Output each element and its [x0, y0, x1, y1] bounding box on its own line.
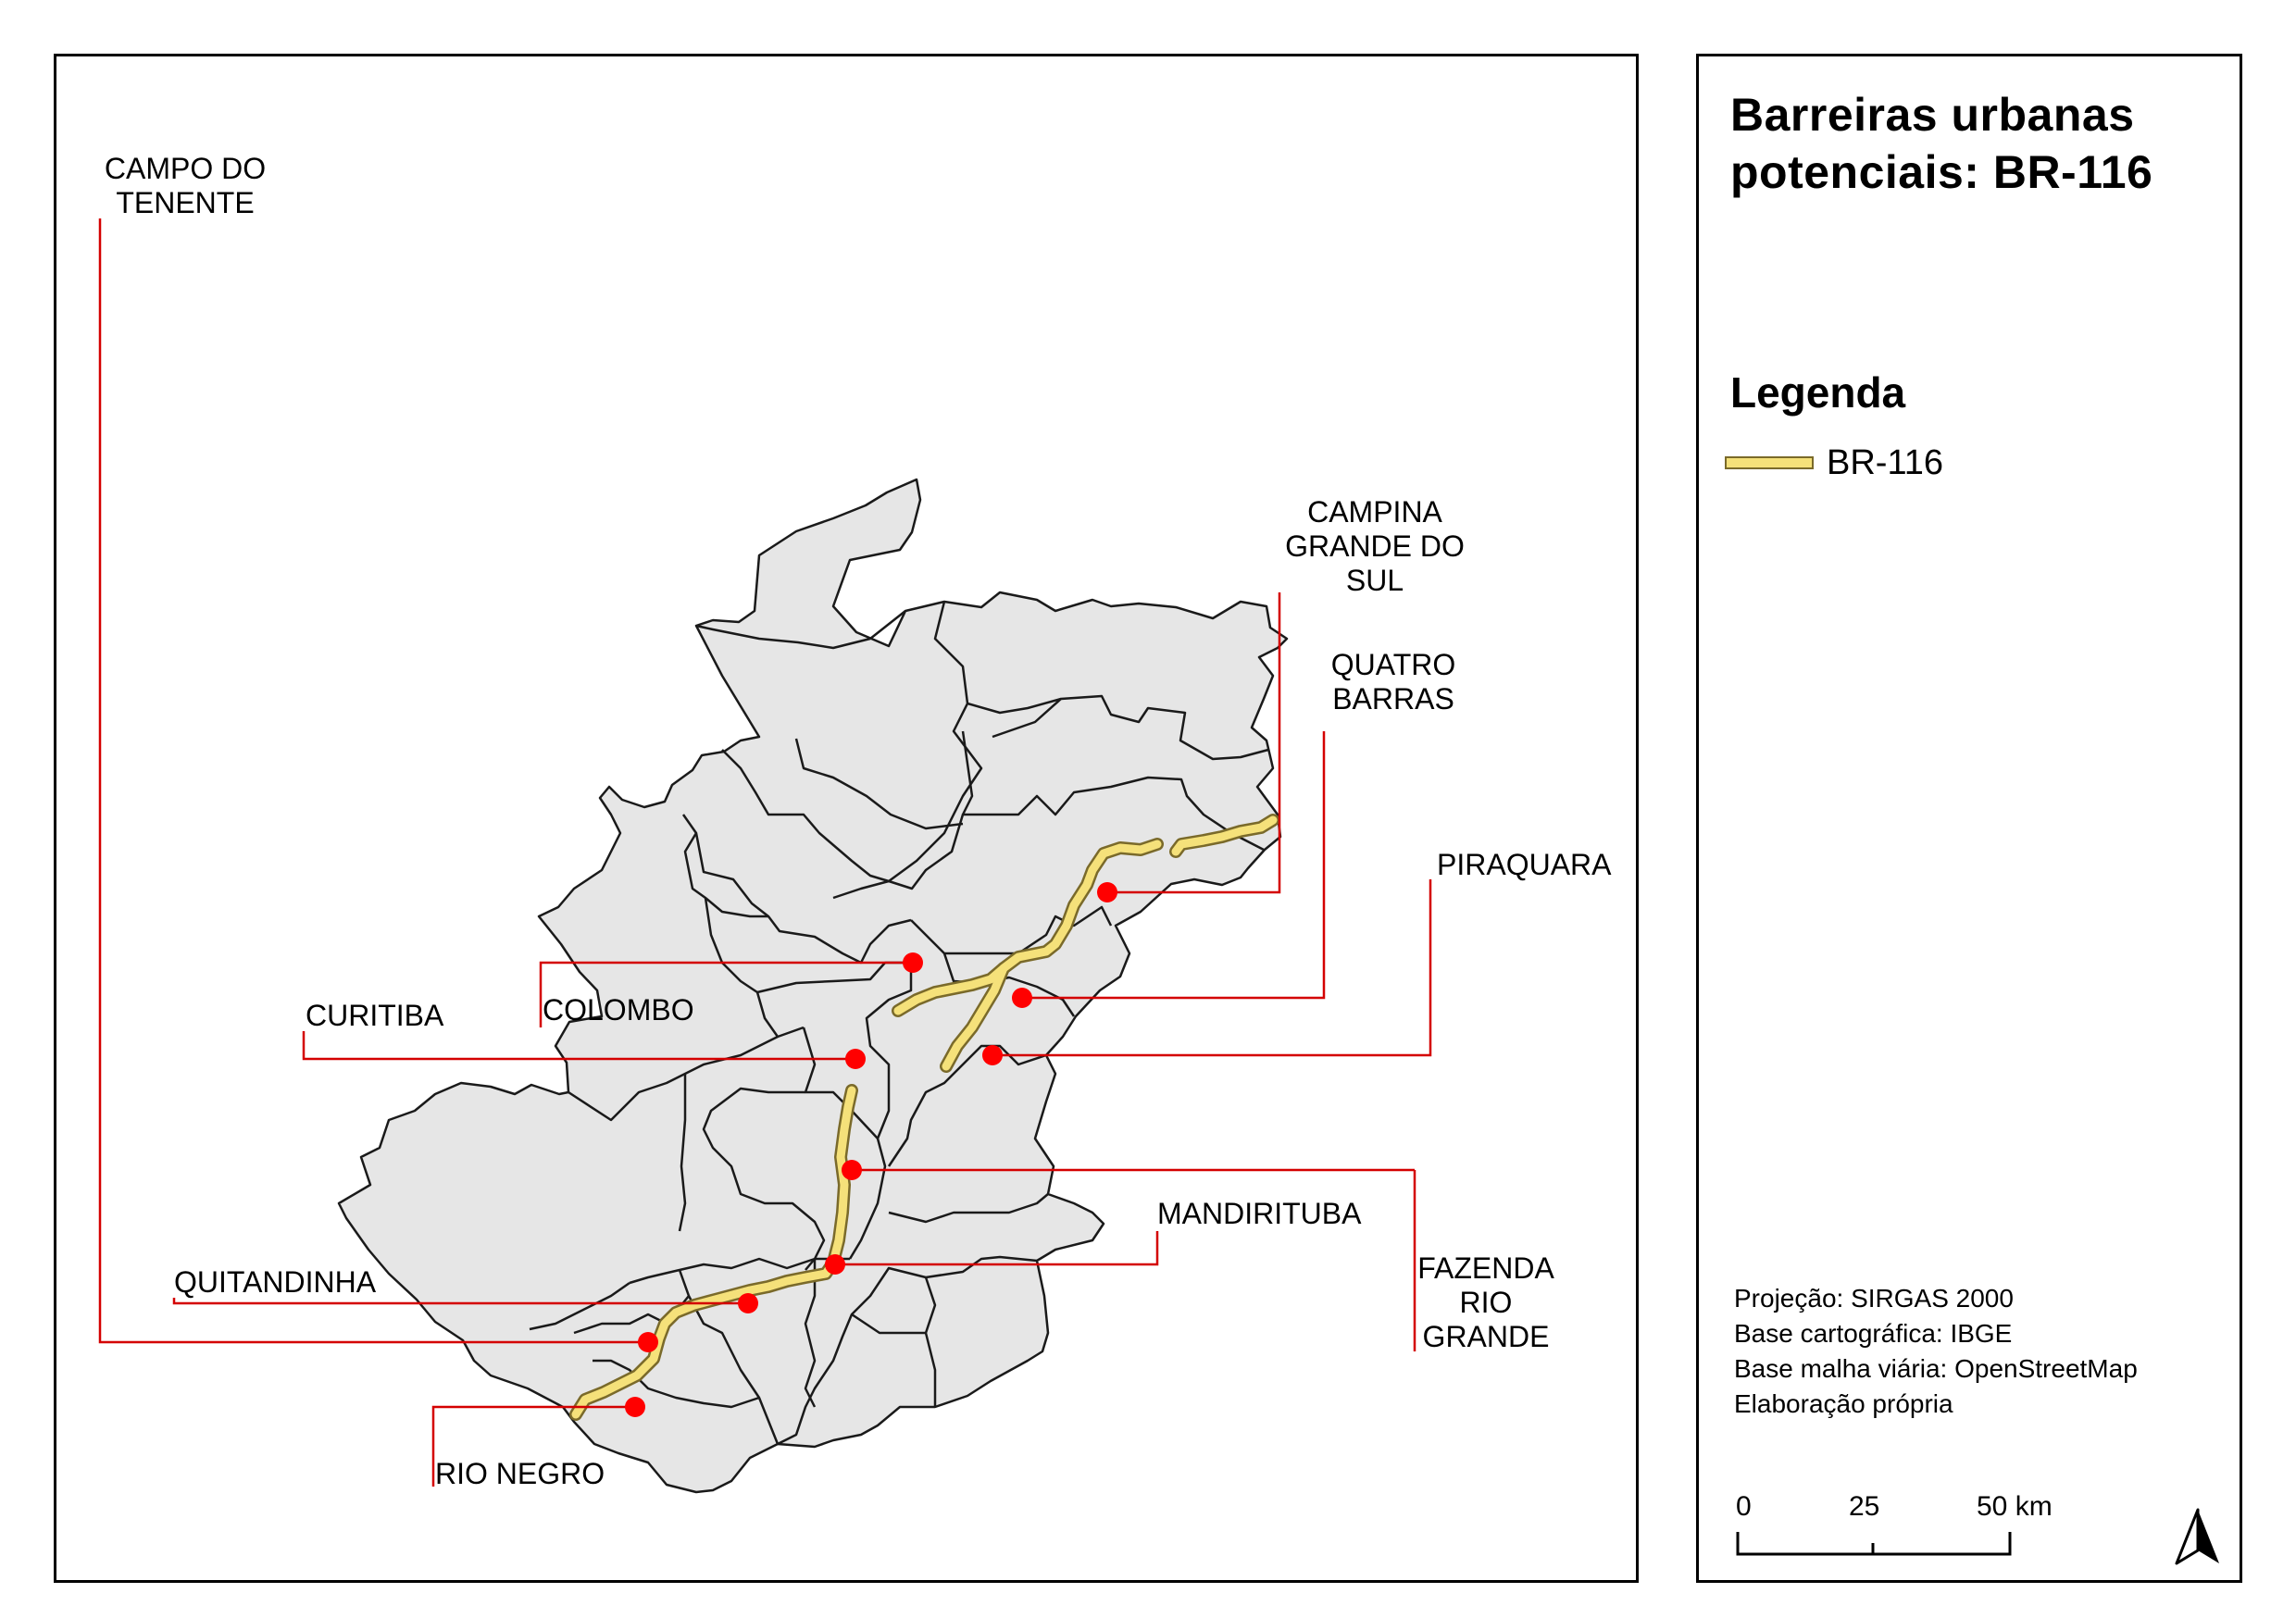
label-line: SUL	[1345, 564, 1404, 597]
leader-line	[835, 1231, 1159, 1266]
label-campina-grande-do-sul: CAMPINA GRANDE DO SUL	[1278, 495, 1472, 598]
label-quitandinha: QUITANDINHA	[174, 1265, 376, 1300]
credit-projection: Projeção: SIRGAS 2000	[1734, 1284, 2014, 1313]
label-line: CAMPO DO	[104, 152, 267, 185]
urban-point-marker	[903, 952, 923, 973]
legend-label-br-116: BR-116	[1827, 443, 1944, 482]
highway-segment	[571, 1086, 856, 1419]
leader-line	[1022, 731, 1326, 1000]
label-line: PIRAQUARA	[1437, 848, 1612, 881]
urban-point-marker	[738, 1293, 758, 1313]
label-mandirituba: MANDIRITUBA	[1157, 1197, 1361, 1231]
scale-bar	[1736, 1532, 2012, 1556]
municipalities-layer	[337, 478, 1289, 1494]
label-line: GRANDE	[1422, 1320, 1550, 1353]
leader-line	[992, 879, 1432, 1057]
leader-line	[302, 1031, 855, 1061]
br-116-highway	[569, 814, 1279, 1421]
label-line: COLOMBO	[543, 993, 694, 1027]
label-line: RIO	[1459, 1286, 1513, 1319]
scale-tick-50: 50 km	[1977, 1491, 2053, 1522]
urban-point-marker	[638, 1332, 658, 1352]
leader-line	[852, 1168, 1416, 1351]
credit-base-cartographic: Base cartográfica: IBGE	[1734, 1319, 2013, 1348]
scale-tick-25: 25	[1849, 1491, 1880, 1522]
scale-tick-0: 0	[1736, 1491, 1752, 1522]
label-line: MANDIRITUBA	[1157, 1197, 1362, 1230]
label-line: QUITANDINHA	[174, 1265, 377, 1299]
region-outline	[337, 478, 1289, 1494]
north-arrow-icon	[2175, 1508, 2219, 1565]
leader-lines	[98, 218, 1432, 1487]
urban-point-marker	[1012, 988, 1032, 1008]
credit-authorship: Elaboração própria	[1734, 1389, 1953, 1418]
label-rio-negro: RIO NEGRO	[435, 1457, 605, 1491]
label-piraquara: PIRAQUARA	[1437, 848, 1611, 882]
legend-swatch-br-116	[1725, 456, 1814, 469]
label-line: RIO NEGRO	[435, 1457, 605, 1490]
credit-base-roads: Base malha viária: OpenStreetMap	[1734, 1354, 2138, 1383]
urban-point-marker	[845, 1049, 866, 1069]
leader-line	[539, 961, 913, 1027]
urban-points	[625, 882, 1117, 1417]
label-campo-do-tenente: CAMPO DO TENENTE	[93, 152, 278, 220]
urban-point-marker	[982, 1045, 1003, 1065]
urban-point-marker	[1097, 882, 1117, 902]
leader-line	[172, 1298, 748, 1305]
urban-point-marker	[825, 1254, 845, 1275]
label-line: TENENTE	[116, 186, 255, 219]
label-line: FAZENDA	[1417, 1251, 1554, 1285]
legend-title: Legenda	[1730, 368, 1906, 417]
label-line: CURITIBA	[306, 999, 444, 1032]
highway-segment	[1171, 815, 1278, 856]
label-fazenda-rio-grande: FAZENDA RIO GRANDE	[1407, 1251, 1565, 1354]
label-line: CAMPINA	[1307, 495, 1442, 529]
side-panel: Barreiras urbanas potenciais: BR-116 Leg…	[1696, 54, 2242, 1583]
label-line: GRANDE DO	[1285, 529, 1465, 563]
label-line: BARRAS	[1332, 682, 1454, 716]
highway-segment	[893, 840, 1162, 1015]
map-title-line-1: Barreiras urbanas	[1730, 89, 2135, 141]
highway-segment	[942, 964, 1008, 1071]
leader-line	[431, 1405, 635, 1487]
urban-point-marker	[625, 1397, 645, 1417]
map-title-line-2: potenciais: BR-116	[1730, 146, 2153, 198]
label-quatro-barras: QUATRO BARRAS	[1315, 648, 1472, 716]
label-colombo: COLOMBO	[543, 993, 694, 1027]
leader-line	[1107, 592, 1281, 894]
urban-point-marker	[842, 1160, 862, 1180]
label-line: QUATRO	[1330, 648, 1456, 681]
leader-line	[98, 218, 648, 1344]
label-curitiba: CURITIBA	[306, 999, 443, 1033]
